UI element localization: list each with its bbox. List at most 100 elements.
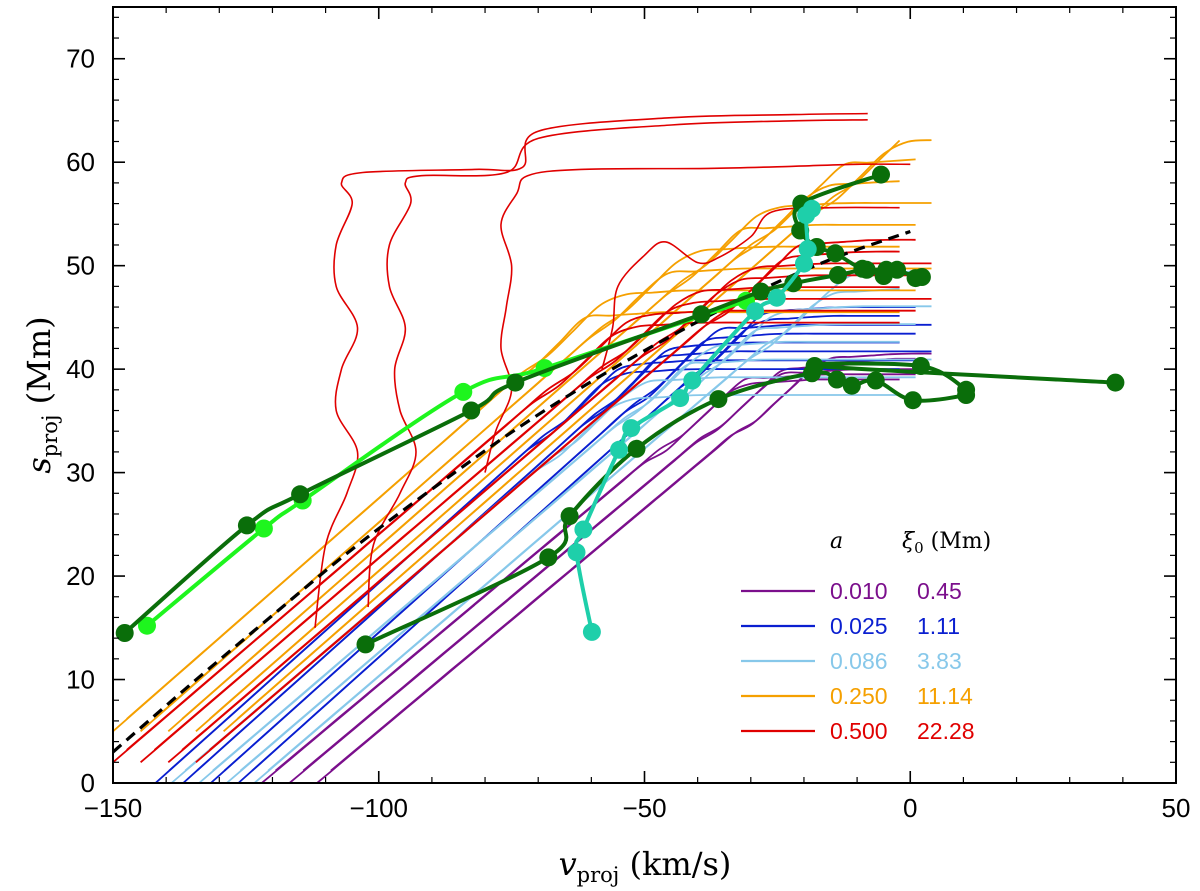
data-point-teal [582, 622, 601, 641]
model-curve-a=0.250 [236, 139, 901, 720]
series-teal [567, 199, 821, 641]
data-point-dark-green-2 [805, 357, 824, 375]
data-point-teal [746, 302, 765, 321]
model-curve-a=0.086 [240, 305, 932, 772]
y-axis-symbol: s [20, 457, 58, 473]
red-wiggle-4 [601, 206, 900, 370]
legend-row: 0.500 22.28 [741, 718, 975, 744]
data-point-dark-green-1 [462, 401, 481, 420]
data-point-teal [802, 199, 821, 218]
y-tick-label: 0 [81, 768, 95, 798]
legend-xi-unit: (Mm) [931, 529, 992, 554]
model-curve-a=0.500 [209, 238, 916, 751]
y-axis-title: sproj (Mm) [20, 316, 62, 473]
legend-xi-value: 11.14 [917, 683, 973, 709]
x-axis-subscript: proj [577, 863, 620, 887]
data-point-teal [574, 520, 593, 539]
y-axis-unit: (Mm) [20, 316, 58, 404]
data-point-teal [795, 254, 813, 273]
data-point-light-green [454, 382, 473, 401]
legend-row: 0.250 11.14 [741, 683, 973, 709]
legend-row: 0.025 1.11 [741, 613, 960, 639]
data-point-dark-green-2 [1106, 373, 1125, 392]
legend-row: 0.010 0.45 [741, 578, 962, 604]
model-curve-a=0.500 [126, 309, 916, 751]
data-point-dark-green-2 [903, 391, 922, 410]
data-point-dark-green-1 [826, 244, 845, 263]
y-axis-subscript: proj [38, 415, 62, 458]
data-point-teal [767, 288, 786, 307]
y-tick-label: 30 [66, 458, 95, 488]
red-wiggle-1 [314, 112, 868, 628]
data-point-dark-green-1 [115, 624, 134, 642]
data-point-dark-green-1 [237, 516, 256, 535]
data-point-dark-green-2 [957, 380, 976, 399]
x-tick-label: 50 [1162, 793, 1191, 823]
legend: a ξ0 (Mm) 0.010 0.45 0.025 1.11 0.086 3.83 0.2… [741, 529, 991, 744]
red-wiggle-2 [367, 119, 868, 608]
series-a=0.010 [261, 352, 932, 783]
data-point-light-green [138, 616, 156, 635]
legend-a-value: 0.250 [830, 683, 888, 709]
data-point-dark-green-1 [853, 259, 872, 278]
data-point-dark-green-2 [709, 390, 728, 409]
x-tick-label: −100 [349, 793, 408, 823]
data-point-dark-green-1 [784, 274, 803, 293]
data-point-dark-green-1 [829, 266, 847, 284]
data-point-teal [567, 543, 586, 562]
plot-area [113, 112, 1125, 783]
data-point-dark-green-2 [842, 376, 861, 395]
data-point-dark-green-2 [866, 371, 885, 390]
reference-dashed [113, 229, 911, 754]
data-point-dark-green-1 [506, 373, 525, 392]
legend-a-value: 0.025 [830, 613, 888, 639]
legend-xi-value: 3.83 [917, 648, 962, 674]
x-tick-label: −50 [622, 793, 666, 823]
data-point-dark-green-1 [692, 305, 711, 324]
data-point-dark-green-2 [539, 548, 558, 567]
legend-xi-value: 0.45 [917, 578, 962, 604]
data-point-dark-green-2 [911, 357, 930, 375]
data-point-teal [683, 371, 702, 390]
y-tick-label: 10 [66, 665, 95, 695]
legend-header-a: a [830, 529, 843, 554]
series-dark-green-2 [356, 357, 1125, 654]
data-point-dark-green-2 [356, 635, 375, 654]
axes: −150 −100 −50 0 50 0 10 20 30 40 50 60 70 [66, 7, 1190, 823]
data-point-teal [671, 389, 690, 408]
legend-a-value: 0.086 [830, 648, 888, 674]
data-point-dark-green-2 [827, 370, 846, 389]
model-curve-a=0.010 [330, 352, 932, 772]
data-point-teal [622, 419, 641, 438]
data-point-dark-green-2 [560, 507, 579, 526]
legend-a-value: 0.010 [830, 578, 888, 604]
data-point-dark-green-1 [872, 165, 890, 184]
legend-xi-value: 1.11 [917, 613, 960, 639]
x-tick-label: −150 [84, 793, 143, 823]
x-axis-title: vproj (km/s) [559, 845, 732, 887]
data-point-dark-green-1 [751, 282, 770, 301]
legend-a-value: 0.500 [830, 718, 888, 744]
legend-xi-symbol: ξ [902, 529, 916, 554]
y-tick-label: 20 [66, 561, 95, 591]
data-point-dark-green-1 [877, 260, 896, 279]
data-point-dark-green-1 [291, 485, 310, 504]
y-tick-label: 70 [66, 44, 95, 74]
y-tick-label: 50 [66, 251, 95, 281]
series-a=0.250 [113, 139, 932, 732]
data-point-teal [610, 440, 628, 459]
legend-row: 0.086 3.83 [741, 648, 962, 674]
data-point-dark-green-2 [627, 439, 646, 458]
data-point-teal [798, 240, 817, 259]
y-tick-label: 40 [66, 354, 95, 384]
legend-xi-subscript: 0 [914, 539, 924, 557]
data-point-dark-green-1 [912, 268, 931, 286]
x-tick-label: 0 [903, 793, 917, 823]
y-tick-label: 60 [66, 147, 95, 177]
legend-header-xi: ξ0 (Mm) [902, 529, 991, 557]
x-axis-symbol: v [559, 845, 577, 883]
model-curve-a=0.010 [302, 363, 900, 772]
legend-xi-value: 22.28 [917, 718, 975, 744]
